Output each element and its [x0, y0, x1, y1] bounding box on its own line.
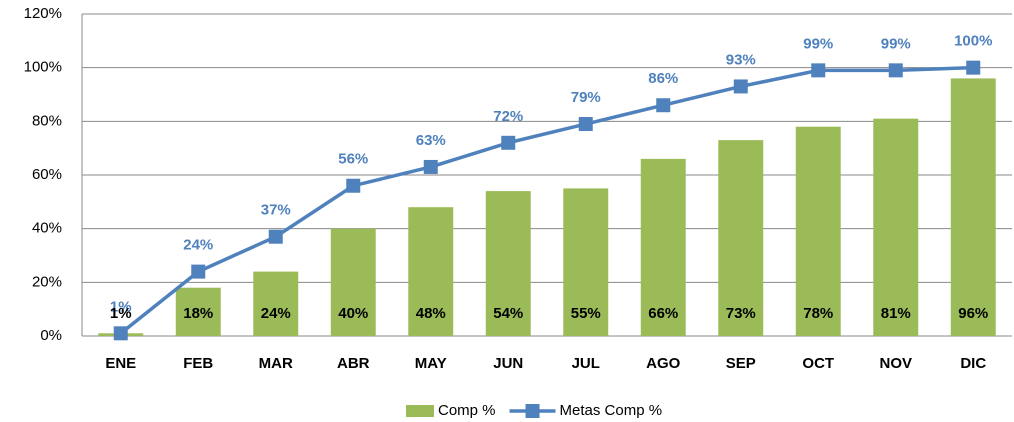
line-marker: [501, 135, 516, 150]
x-tick-label: NOV: [879, 355, 912, 372]
bar-value-label: 54%: [493, 305, 523, 322]
bar-value-label: 96%: [958, 305, 988, 322]
bar-value-label: 66%: [648, 305, 678, 322]
line-value-label: 56%: [338, 151, 368, 168]
y-tick-label: 20%: [32, 273, 62, 290]
y-tick-label: 120%: [24, 5, 62, 22]
line-value-label: 79%: [571, 89, 601, 106]
line-marker: [811, 63, 826, 78]
line-value-label: 72%: [493, 108, 523, 125]
y-tick-label: 100%: [24, 59, 62, 76]
bar: [175, 287, 221, 336]
bar-value-label: 18%: [183, 305, 213, 322]
bar: [330, 228, 376, 336]
bar-value-label: 55%: [571, 305, 601, 322]
line-marker: [346, 178, 361, 193]
x-tick-label: OCT: [802, 355, 834, 372]
line-marker: [423, 159, 438, 174]
bar-value-label: 48%: [416, 305, 446, 322]
line-value-label: 1%: [110, 298, 132, 315]
x-tick-label: SEP: [726, 355, 756, 372]
y-tick-label: 80%: [32, 112, 62, 129]
bar-value-label: 24%: [261, 305, 291, 322]
bar: [718, 140, 764, 336]
legend-swatch: [406, 405, 434, 417]
x-tick-label: JUL: [572, 355, 600, 372]
line-marker: [966, 60, 981, 75]
x-tick-label: DIC: [960, 355, 986, 372]
x-tick-label: AGO: [646, 355, 681, 372]
bar: [640, 158, 686, 336]
legend-swatch: [525, 404, 540, 418]
x-tick-label: ABR: [337, 355, 370, 372]
line-value-label: 100%: [954, 33, 992, 50]
bar: [563, 188, 609, 336]
y-tick-label: 40%: [32, 220, 62, 237]
x-tick-label: JUN: [493, 355, 523, 372]
y-tick-label: 0%: [40, 327, 62, 344]
bar: [795, 126, 841, 336]
x-tick-label: MAR: [259, 355, 293, 372]
line-marker: [656, 98, 671, 113]
line-value-label: 99%: [881, 35, 911, 52]
line-marker: [733, 79, 748, 94]
y-tick-label: 60%: [32, 166, 62, 183]
bar: [873, 118, 919, 337]
bar-value-label: 81%: [881, 305, 911, 322]
line-value-label: 93%: [726, 51, 756, 68]
line-marker: [191, 264, 206, 279]
line: [119, 65, 974, 335]
legend-label: Metas Comp %: [560, 402, 663, 419]
bar-value-label: 73%: [726, 305, 756, 322]
x-tick-label: MAY: [415, 355, 447, 372]
bar: [408, 207, 454, 336]
line-value-label: 24%: [183, 237, 213, 254]
line-marker: [888, 63, 903, 78]
line-marker: [113, 326, 128, 341]
legend-label: Comp %: [438, 402, 496, 419]
x-tick-label: ENE: [105, 355, 136, 372]
bar: [485, 191, 531, 336]
bar: [950, 78, 996, 337]
bar-value-label: 1%: [110, 305, 132, 322]
x-tick-label: FEB: [183, 355, 213, 372]
line-value-label: 86%: [648, 70, 678, 87]
line-value-label: 99%: [803, 35, 833, 52]
line-marker: [268, 229, 283, 244]
line-value-label: 37%: [261, 202, 291, 219]
line-value-label: 63%: [416, 132, 446, 149]
bar-value-label: 40%: [338, 305, 368, 322]
line-marker: [578, 117, 593, 132]
bar: [253, 271, 299, 336]
bar-value-label: 78%: [803, 305, 833, 322]
